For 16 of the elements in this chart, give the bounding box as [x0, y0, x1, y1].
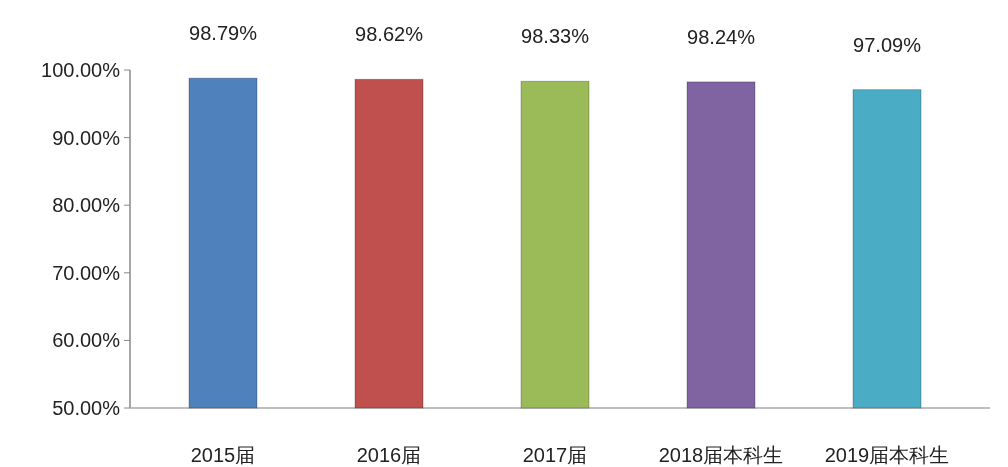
- x-tick-label: 2015届: [190, 444, 256, 466]
- y-tick-label: 80.00%: [52, 194, 121, 217]
- x-tick-label: 2016届: [356, 444, 422, 466]
- x-tick-label: 2019届本科生: [824, 444, 950, 466]
- data-label: 98.33%: [521, 25, 590, 48]
- y-tick-label: 50.00%: [52, 397, 121, 419]
- y-tick-label: 70.00%: [52, 261, 121, 284]
- y-tick-label: 60.00%: [52, 329, 121, 352]
- x-tick-label: 2018届本科生: [658, 444, 784, 466]
- data-label: 98.62%: [355, 23, 424, 46]
- data-label: 98.79%: [189, 22, 258, 45]
- data-label: 97.09%: [853, 33, 922, 56]
- y-tick-label: 90.00%: [52, 126, 121, 149]
- y-tick-label: 100.00%: [41, 59, 121, 81]
- data-label: 98.24%: [687, 25, 756, 48]
- x-tick-label: 2017届: [522, 444, 588, 466]
